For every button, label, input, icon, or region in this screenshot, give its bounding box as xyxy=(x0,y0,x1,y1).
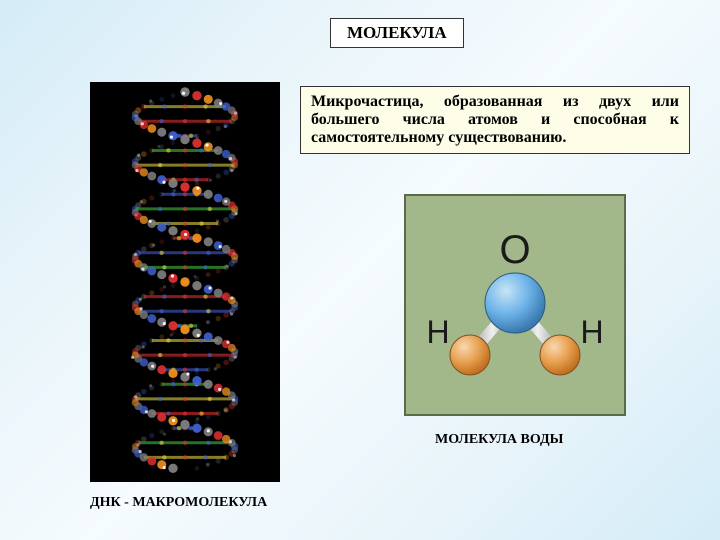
svg-text:H: H xyxy=(580,314,603,350)
dna-svg xyxy=(90,82,280,482)
dna-molecule-image xyxy=(90,82,280,482)
page-title: МОЛЕКУЛА xyxy=(330,18,464,48)
svg-text:H: H xyxy=(426,314,449,350)
water-caption: МОЛЕКУЛА ВОДЫ xyxy=(435,432,563,448)
water-molecule-image: O H H xyxy=(400,190,630,420)
water-svg: O H H xyxy=(400,190,630,420)
dna-caption: ДНК - МАКРОМОЛЕКУЛА xyxy=(90,495,267,511)
svg-text:O: O xyxy=(499,228,530,272)
definition-text: Микрочастица, образованная из двух или б… xyxy=(300,86,690,154)
